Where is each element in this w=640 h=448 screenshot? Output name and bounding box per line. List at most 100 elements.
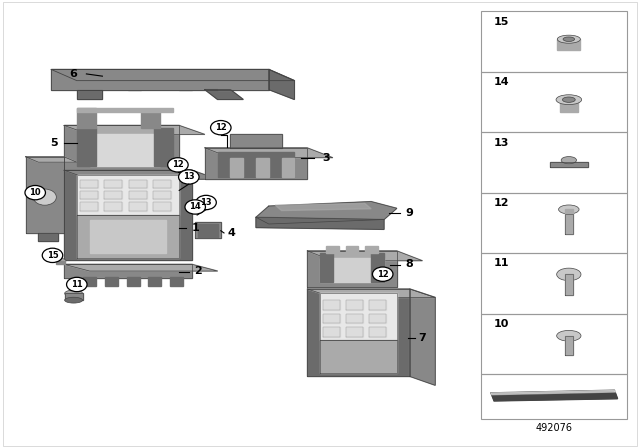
Text: 12: 12	[172, 160, 184, 169]
Polygon shape	[557, 39, 580, 51]
Polygon shape	[83, 277, 96, 286]
Text: 9: 9	[406, 208, 413, 218]
Text: 15: 15	[494, 17, 509, 26]
Circle shape	[185, 200, 205, 214]
Ellipse shape	[557, 35, 580, 43]
Polygon shape	[256, 217, 384, 229]
Polygon shape	[565, 274, 573, 295]
Ellipse shape	[559, 205, 579, 214]
Polygon shape	[129, 180, 147, 188]
Text: 10: 10	[29, 188, 41, 197]
Polygon shape	[65, 293, 83, 300]
Text: 14: 14	[494, 77, 509, 87]
Polygon shape	[179, 84, 192, 90]
Polygon shape	[346, 314, 363, 323]
Circle shape	[179, 170, 199, 184]
Text: 2: 2	[195, 266, 202, 276]
Polygon shape	[410, 289, 435, 385]
Circle shape	[67, 277, 87, 292]
Circle shape	[211, 121, 231, 135]
Polygon shape	[326, 246, 339, 253]
Polygon shape	[205, 90, 243, 99]
Polygon shape	[218, 85, 230, 90]
Bar	[481, 374, 627, 419]
Text: 5: 5	[51, 138, 58, 148]
Text: 4: 4	[228, 228, 236, 238]
Polygon shape	[128, 83, 141, 90]
Polygon shape	[346, 327, 363, 337]
Polygon shape	[90, 134, 160, 166]
Text: 7: 7	[419, 333, 426, 343]
Polygon shape	[269, 69, 294, 99]
Polygon shape	[371, 253, 384, 282]
Text: 13: 13	[494, 138, 509, 147]
Text: 11: 11	[494, 258, 509, 268]
Polygon shape	[38, 233, 58, 241]
Polygon shape	[323, 300, 340, 310]
Polygon shape	[77, 215, 179, 258]
Polygon shape	[560, 100, 578, 112]
Text: 492076: 492076	[536, 423, 573, 433]
Polygon shape	[26, 157, 77, 162]
Polygon shape	[77, 128, 96, 166]
Polygon shape	[323, 314, 340, 323]
Polygon shape	[77, 90, 102, 99]
Ellipse shape	[65, 290, 83, 297]
Polygon shape	[77, 175, 179, 215]
Ellipse shape	[561, 157, 577, 164]
Text: 13: 13	[183, 172, 195, 181]
Text: 1: 1	[191, 224, 199, 233]
Bar	[481, 314, 627, 374]
Polygon shape	[218, 152, 294, 177]
Polygon shape	[320, 253, 333, 282]
Ellipse shape	[557, 268, 581, 280]
Polygon shape	[307, 251, 422, 261]
Polygon shape	[565, 336, 573, 355]
Polygon shape	[153, 202, 171, 211]
Polygon shape	[56, 261, 65, 264]
Polygon shape	[77, 108, 173, 112]
Polygon shape	[153, 191, 171, 199]
Polygon shape	[80, 202, 98, 211]
Text: 12: 12	[377, 270, 388, 279]
Polygon shape	[320, 293, 397, 340]
Polygon shape	[195, 222, 221, 238]
Polygon shape	[365, 246, 378, 253]
Polygon shape	[141, 110, 160, 128]
Polygon shape	[104, 191, 122, 199]
Polygon shape	[64, 125, 205, 134]
Text: 12: 12	[215, 123, 227, 132]
Polygon shape	[77, 108, 96, 128]
Polygon shape	[307, 289, 410, 376]
Polygon shape	[346, 246, 358, 253]
Polygon shape	[51, 69, 269, 90]
Polygon shape	[230, 134, 282, 148]
Polygon shape	[198, 224, 218, 237]
Text: 11: 11	[71, 280, 83, 289]
Circle shape	[25, 185, 45, 200]
Polygon shape	[105, 277, 118, 286]
Text: 15: 15	[47, 251, 58, 260]
Ellipse shape	[65, 297, 83, 303]
Polygon shape	[64, 264, 218, 271]
Circle shape	[196, 195, 216, 210]
Polygon shape	[129, 191, 147, 199]
Bar	[481, 193, 627, 253]
Polygon shape	[129, 202, 147, 211]
Polygon shape	[346, 300, 363, 310]
Polygon shape	[369, 314, 386, 323]
Polygon shape	[256, 202, 397, 224]
Polygon shape	[80, 191, 98, 199]
Polygon shape	[154, 128, 173, 166]
Polygon shape	[170, 277, 183, 286]
Bar	[481, 11, 627, 72]
Polygon shape	[550, 162, 588, 167]
Polygon shape	[205, 148, 333, 158]
Polygon shape	[205, 148, 307, 179]
Circle shape	[42, 248, 63, 263]
Ellipse shape	[563, 97, 575, 103]
Polygon shape	[282, 158, 294, 177]
Polygon shape	[565, 210, 573, 234]
Text: 8: 8	[406, 259, 413, 269]
Ellipse shape	[557, 331, 581, 341]
